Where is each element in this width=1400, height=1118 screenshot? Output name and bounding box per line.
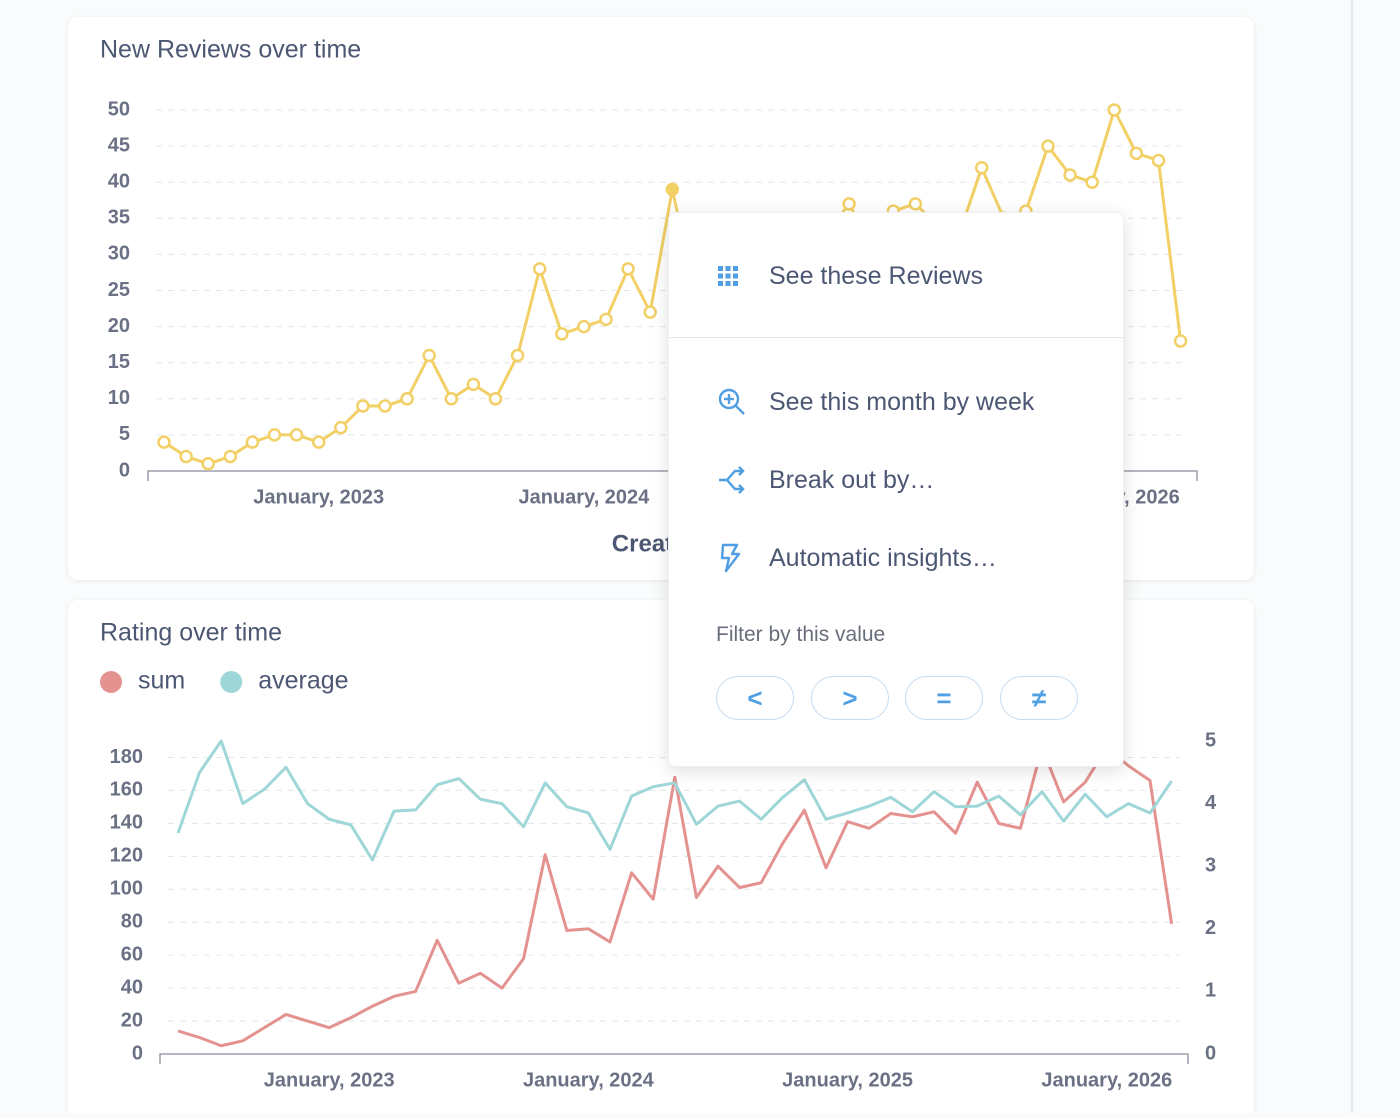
x-tick-label: January, 2025 xyxy=(782,1069,913,1091)
icon xyxy=(720,543,741,573)
y-tick-label: 15 xyxy=(108,351,130,373)
y-tick-label: 40 xyxy=(121,976,143,998)
data-point xyxy=(488,392,503,406)
y2-tick-label: 2 xyxy=(1205,917,1216,939)
y-tick-label: 140 xyxy=(110,812,143,834)
y-tick-label: 50 xyxy=(108,98,130,120)
y2-tick-label: 0 xyxy=(1205,1042,1216,1064)
data-point xyxy=(400,392,414,406)
data-point xyxy=(842,197,856,211)
data-point xyxy=(378,399,392,413)
x-tick-label: January, 2023 xyxy=(264,1069,395,1091)
menu-item[interactable]: See these Reviews xyxy=(669,256,1125,296)
data-point xyxy=(179,449,193,464)
y-tick-label: 120 xyxy=(110,845,143,867)
menu-item[interactable]: See this month by week xyxy=(669,382,1125,422)
y-tick-label: 35 xyxy=(108,207,130,229)
legend-swatch xyxy=(100,671,122,693)
y-tick-label: 20 xyxy=(108,315,130,337)
data-point xyxy=(908,197,923,211)
menu-item[interactable]: Break out by… xyxy=(669,460,1125,500)
data-point xyxy=(157,435,171,449)
data-point xyxy=(245,435,260,449)
data-point xyxy=(334,420,348,435)
data-point xyxy=(201,457,215,471)
y2-tick-label: 1 xyxy=(1205,980,1216,1002)
data-point xyxy=(466,377,481,392)
y-tick-label: 0 xyxy=(119,459,130,481)
data-point xyxy=(577,319,591,334)
data-point xyxy=(444,392,459,406)
divider xyxy=(669,337,1125,338)
data-point xyxy=(422,348,436,363)
filter-button[interactable]: ≠ xyxy=(1000,676,1078,720)
data-point xyxy=(1063,168,1077,182)
data-point xyxy=(1173,334,1188,348)
data-point xyxy=(223,449,238,464)
y-tick-label: 5 xyxy=(119,423,130,445)
y-tick-label: 180 xyxy=(110,746,143,768)
data-point xyxy=(356,399,370,413)
action-menu: See these Reviews See this month by week… xyxy=(668,212,1125,767)
y-tick-label: 0 xyxy=(132,1042,143,1064)
y2-tick-label: 5 xyxy=(1205,729,1216,751)
y-tick-label: 20 xyxy=(121,1009,143,1031)
data-point xyxy=(1085,175,1099,189)
data-point xyxy=(532,262,547,276)
y-tick-label: 100 xyxy=(110,878,143,900)
data-point xyxy=(1041,139,1055,153)
x-tick-label: January, 2026 xyxy=(1041,1069,1172,1091)
data-point xyxy=(1107,103,1122,117)
y-tick-label: 45 xyxy=(108,134,130,156)
x-tick-label: January, 2024 xyxy=(523,1069,655,1091)
y-tick-label: 80 xyxy=(121,910,143,932)
data-point xyxy=(621,262,635,276)
y-tick-label: 40 xyxy=(108,170,130,192)
data-point xyxy=(974,161,989,175)
filter-label: Filter by this value xyxy=(716,623,886,646)
y-tick-label: 60 xyxy=(121,943,143,965)
menu-item[interactable]: Automatic insights… xyxy=(669,538,1125,578)
menu-item-label: Break out by… xyxy=(769,465,935,494)
y-tick-label: 10 xyxy=(108,387,130,409)
series-line xyxy=(176,739,1173,862)
icon xyxy=(719,466,745,494)
x-tick-label: January, 2023 xyxy=(253,486,384,508)
data-point xyxy=(311,435,326,449)
series-line xyxy=(177,746,1174,1048)
y2-tick-label: 4 xyxy=(1205,792,1217,814)
y-tick-label: 25 xyxy=(108,279,130,301)
legend-label: sum xyxy=(138,667,185,695)
legend-label: average xyxy=(258,667,348,695)
x-tick-label: January, 2024 xyxy=(518,486,650,508)
y2-tick-label: 3 xyxy=(1205,854,1216,876)
x-axis xyxy=(159,1053,1189,1064)
data-point xyxy=(1151,153,1166,168)
y-tick-label: 160 xyxy=(110,779,143,801)
icon xyxy=(718,266,738,286)
data-point xyxy=(289,428,304,442)
y-tick-label: 30 xyxy=(108,243,130,265)
data-point xyxy=(665,182,680,197)
menu-item-label: See this month by week xyxy=(769,387,1035,416)
filter-button[interactable]: = xyxy=(905,676,983,720)
data-point xyxy=(599,312,613,327)
card-title[interactable]: New Reviews over time xyxy=(100,36,361,64)
data-point xyxy=(267,428,282,442)
filter-button[interactable]: < xyxy=(716,676,794,720)
data-point xyxy=(510,348,525,363)
data-point xyxy=(643,305,657,319)
data-point xyxy=(1129,146,1144,161)
filter-button[interactable]: > xyxy=(811,676,889,720)
card-title[interactable]: Rating over time xyxy=(100,619,282,647)
icon xyxy=(718,388,745,415)
menu-item-label: See these Reviews xyxy=(769,261,984,290)
data-point xyxy=(555,327,569,341)
menu-item-label: Automatic insights… xyxy=(769,543,997,572)
legend-swatch xyxy=(220,671,243,693)
